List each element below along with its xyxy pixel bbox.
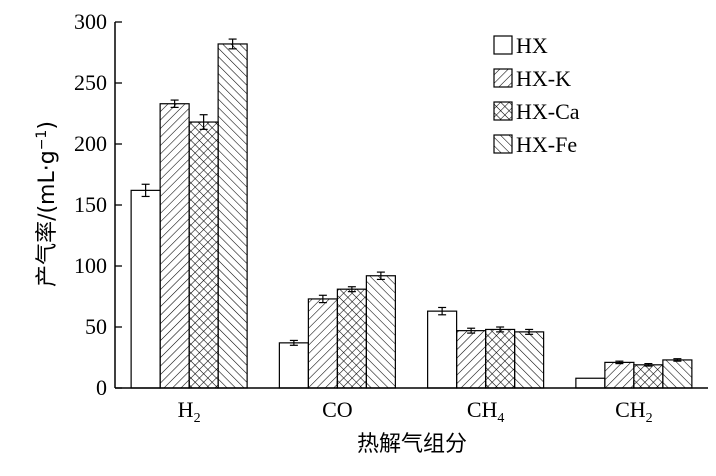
bars	[130, 43, 693, 389]
bar-hx-ca-0	[188, 121, 219, 389]
bar-hx-ca-1	[336, 288, 367, 389]
x-tick-label-base: CH	[615, 397, 646, 422]
legend-label-hx-ca: HX-Ca	[516, 99, 580, 124]
x-tick-label-base: CH	[467, 397, 498, 422]
x-tick-label-0: H2	[178, 397, 201, 426]
bar-hx-1	[278, 342, 309, 389]
x-ticks: H2 CO CH4 CH2	[178, 381, 653, 426]
x-tick-label-subscript: 2	[194, 411, 201, 426]
bar-hx-fe-1	[365, 275, 396, 389]
legend-entry-hx: HX	[493, 33, 548, 58]
error-bar-hx-k-2	[467, 327, 476, 334]
legend-label-hx-k: HX-K	[516, 66, 571, 91]
error-bars	[141, 38, 682, 367]
y-tick-label-250: 250	[74, 70, 107, 95]
bar-hx-k-2	[456, 330, 487, 389]
bar-hx-fe-0	[217, 43, 248, 389]
x-tick-label-base: CO	[322, 397, 353, 422]
bar-hx-k-0	[159, 103, 190, 389]
bar-hx-k-1	[307, 298, 338, 389]
error-bar-hx-k-0	[170, 99, 179, 109]
legend-swatch-hx-fe	[493, 134, 513, 154]
legend-entry-hx-fe: HX-Fe	[493, 132, 577, 157]
legend-label-hx-fe: HX-Fe	[516, 132, 577, 157]
legend-entry-hx-ca: HX-Ca	[493, 99, 580, 124]
legend-swatch-hx-ca	[493, 101, 513, 121]
y-tick-label-0: 0	[96, 375, 107, 400]
y-tick-label-200: 200	[74, 131, 107, 156]
error-bar-hx-ca-2	[496, 326, 505, 333]
y-ticks: 0 50 100 150 200 250 300	[74, 9, 122, 400]
error-bar-hx-fe-0	[228, 38, 237, 50]
y-tick-label-300: 300	[74, 9, 107, 34]
error-bar-hx-k-3	[615, 360, 624, 365]
bar-hx-fe-3	[662, 359, 693, 389]
x-tick-label-1: CO	[322, 397, 353, 422]
bar-hx-fe-2	[514, 331, 545, 389]
x-tick-label-2: CH4	[467, 397, 505, 426]
x-tick-label-base: H	[178, 397, 194, 422]
bar-hx-ca-3	[633, 364, 664, 389]
error-bar-hx-ca-1	[347, 286, 356, 293]
bar-hx-2	[427, 310, 458, 389]
y-axis-title: 产气率/(mL·g−1)	[34, 121, 60, 287]
error-bar-hx-0	[141, 183, 150, 198]
error-bar-hx-fe-1	[376, 271, 385, 281]
legend-swatch-hx-k	[493, 68, 513, 88]
bar-hx-0	[130, 189, 161, 389]
bar-hx-ca-2	[485, 328, 516, 389]
bar-hx-k-3	[604, 361, 635, 389]
x-tick-label-3: CH2	[615, 397, 653, 426]
y-axis-title-superscript: −1	[34, 130, 50, 151]
legend-label-hx: HX	[516, 33, 548, 58]
error-bar-hx-ca-0	[199, 114, 208, 130]
x-tick-label-subscript: 2	[646, 411, 653, 426]
error-bar-hx-fe-2	[525, 328, 534, 335]
legend: HX HX-K HX-Ca HX-Fe	[493, 33, 580, 157]
y-tick-label-150: 150	[74, 192, 107, 217]
y-axis-title-close: )	[35, 121, 60, 130]
error-bar-hx-k-1	[318, 294, 327, 304]
error-bar-hx-fe-3	[673, 358, 682, 362]
x-tick-label-subscript: 4	[497, 411, 504, 426]
bar-hx-3	[575, 377, 606, 389]
error-bar-hx-1	[289, 339, 298, 346]
error-bar-hx-2	[438, 306, 447, 316]
legend-swatch-hx	[493, 35, 513, 55]
legend-entry-hx-k: HX-K	[493, 66, 571, 91]
y-tick-label-100: 100	[74, 253, 107, 278]
y-tick-label-50: 50	[85, 314, 107, 339]
y-axis-title-main: 产气率/(mL·g	[35, 150, 60, 287]
x-axis-title: 热解气组分	[357, 432, 467, 457]
error-bar-hx-ca-3	[644, 363, 653, 367]
